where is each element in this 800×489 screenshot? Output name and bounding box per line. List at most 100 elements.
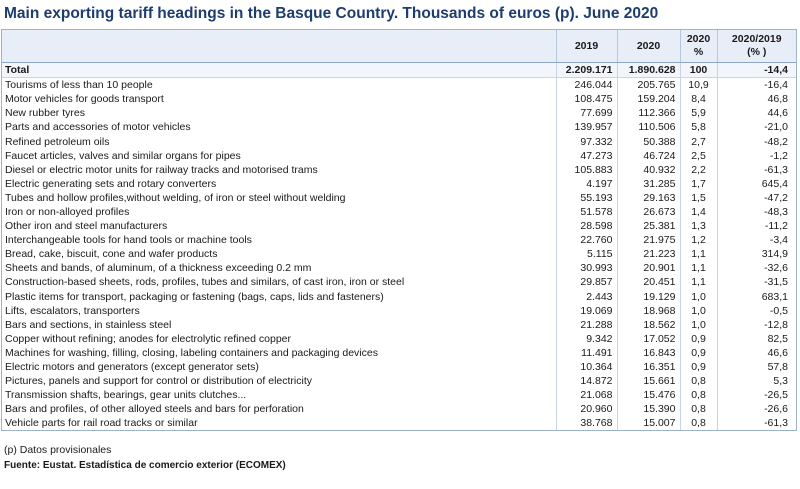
row-value-2020: 50.388 [616, 134, 680, 149]
row-value-2019: 14.872 [555, 374, 617, 389]
row-value-2019: 19.069 [555, 303, 617, 318]
row-name: Other iron and steel manufacturers [5, 220, 168, 233]
row-name: Faucet articles, valves and similar orga… [5, 149, 241, 162]
table-row: Diesel or electric motor units for railw… [2, 162, 796, 177]
row-value-2019: 139.957 [555, 120, 617, 135]
row-value-2019: 77.699 [555, 106, 617, 121]
table-row: Tubes and hollow profiles,without weldin… [2, 190, 796, 205]
row-name: Parts and accessories of motor vehicles [5, 121, 191, 134]
total-share: 100 [679, 62, 717, 79]
row-name: Interchangeable tools for hand tools or … [5, 234, 252, 247]
row-value-2019: 11.491 [555, 345, 617, 360]
row-value-2019: 97.332 [555, 134, 617, 149]
row-change: -3,4 [716, 233, 796, 248]
row-value-2019: 10.364 [555, 359, 617, 375]
row-share: 1,2 [679, 233, 717, 248]
header-2019: 2019 [555, 30, 617, 63]
row-name: Motor vehicles for goods transport [5, 93, 164, 106]
total-2019: 2.209.171 [555, 62, 617, 79]
table-row: New rubber tyres 77.699 112.366 5,9 44,6 [2, 106, 796, 121]
row-change: -21,0 [716, 120, 796, 135]
row-share: 2,2 [679, 162, 717, 177]
row-change: 82,5 [716, 331, 796, 346]
row-value-2019: 108.475 [555, 92, 617, 107]
row-name: Bread, cake, biscuit, cone and wafer pro… [5, 248, 218, 261]
row-change: -48,3 [716, 204, 796, 220]
total-label: Total [2, 62, 556, 79]
row-share: 0,9 [679, 331, 717, 346]
page-title: Main exporting tariff headings in the Ba… [4, 5, 659, 22]
table-row: Interchangeable tools for hand tools or … [2, 233, 796, 248]
table-row: Transmission shafts, bearings, gear unit… [2, 388, 796, 403]
row-share: 5,9 [679, 106, 717, 121]
row-change: -11,2 [716, 219, 796, 234]
export-table: 2019 2020 2020 % 2020/2019 (% ) Total 2.… [2, 30, 796, 431]
row-change: -47,2 [716, 190, 796, 205]
row-value-2020: 112.366 [616, 106, 680, 121]
table-row: Other iron and steel manufacturers 28.598… [2, 219, 796, 234]
table-row: Copper without refining; anodes for elec… [2, 331, 796, 346]
row-share: 1,0 [679, 303, 717, 318]
row-change: 645,4 [716, 176, 796, 191]
row-value-2019: 20.960 [555, 402, 617, 417]
row-value-2020: 15.007 [616, 416, 680, 431]
row-name: Bars and sections, in stainless steel [5, 318, 172, 331]
row-value-2019: 2.443 [555, 289, 617, 304]
footnote: (p) Datos provisionales [4, 444, 112, 456]
row-value-2019: 29.857 [555, 275, 617, 290]
table-row: Sheets and bands, of aluminum, of a thic… [2, 261, 796, 276]
row-share: 1,5 [679, 190, 717, 205]
table-row: Tourisms of less than 10 people 246.044 20… [2, 77, 796, 93]
table-row: Motor vehicles for goods transport 108.47… [2, 92, 796, 107]
row-name: Plastic items for transport, packaging o… [5, 290, 384, 303]
table-row: Iron or non-alloyed profiles 51.578 26.673… [2, 204, 796, 220]
row-name: Tubes and hollow profiles,without weldin… [5, 191, 346, 204]
row-value-2020: 15.390 [616, 402, 680, 417]
header-change: 2020/2019 (% ) [716, 30, 796, 63]
row-share: 0,9 [679, 359, 717, 375]
row-value-2019: 21.068 [555, 388, 617, 403]
row-share: 1,0 [679, 317, 717, 332]
row-value-2020: 21.223 [616, 247, 680, 262]
row-name: Machines for washing, filling, closing, … [5, 346, 378, 359]
row-change: -48,2 [716, 134, 796, 149]
row-value-2019: 28.598 [555, 219, 617, 234]
row-share: 1,3 [679, 219, 717, 234]
row-change: -32,6 [716, 261, 796, 276]
row-name: Pictures, panels and support for control… [5, 375, 312, 388]
row-value-2020: 18.562 [616, 317, 680, 332]
row-change: 5,3 [716, 374, 796, 389]
row-name: New rubber tyres [5, 107, 85, 120]
row-value-2019: 21.288 [555, 317, 617, 332]
header-share-unit: % [693, 46, 704, 58]
row-share: 0,8 [679, 374, 717, 389]
row-value-2020: 16.351 [616, 359, 680, 375]
row-name: Copper without refining; anodes for elec… [5, 332, 291, 345]
row-change: 46,8 [716, 92, 796, 107]
row-value-2019: 4.197 [555, 176, 617, 191]
row-change: -0,5 [716, 303, 796, 318]
header-change-unit: (% ) [747, 46, 767, 58]
row-value-2020: 205.765 [616, 77, 680, 93]
row-value-2019: 55.193 [555, 190, 617, 205]
row-value-2019: 22.760 [555, 233, 617, 248]
row-share: 0,8 [679, 416, 717, 431]
row-name: Tourisms of less than 10 people [5, 79, 153, 92]
total-row: Total 2.209.171 1.890.628 100 -14,4 [2, 62, 796, 79]
header-change-period: 2020/2019 [731, 33, 782, 45]
row-name: Lifts, escalators, transporters [5, 304, 140, 317]
table-row: Electric generating sets and rotary conv… [2, 176, 796, 191]
row-value-2019: 246.044 [555, 77, 617, 93]
row-value-2020: 15.661 [616, 374, 680, 389]
row-change: 46,6 [716, 345, 796, 360]
total-change: -14,4 [716, 62, 796, 79]
row-value-2020: 46.724 [616, 148, 680, 163]
header-name [2, 30, 556, 63]
row-value-2020: 40.932 [616, 162, 680, 177]
table-row: Machines for washing, filling, closing, … [2, 345, 796, 360]
row-value-2020: 110.506 [616, 120, 680, 135]
row-share: 1,4 [679, 204, 717, 220]
table-row: Vehicle parts for rail road tracks or si… [2, 416, 796, 431]
row-share: 5,8 [679, 120, 717, 135]
row-change: -61,3 [716, 416, 796, 431]
